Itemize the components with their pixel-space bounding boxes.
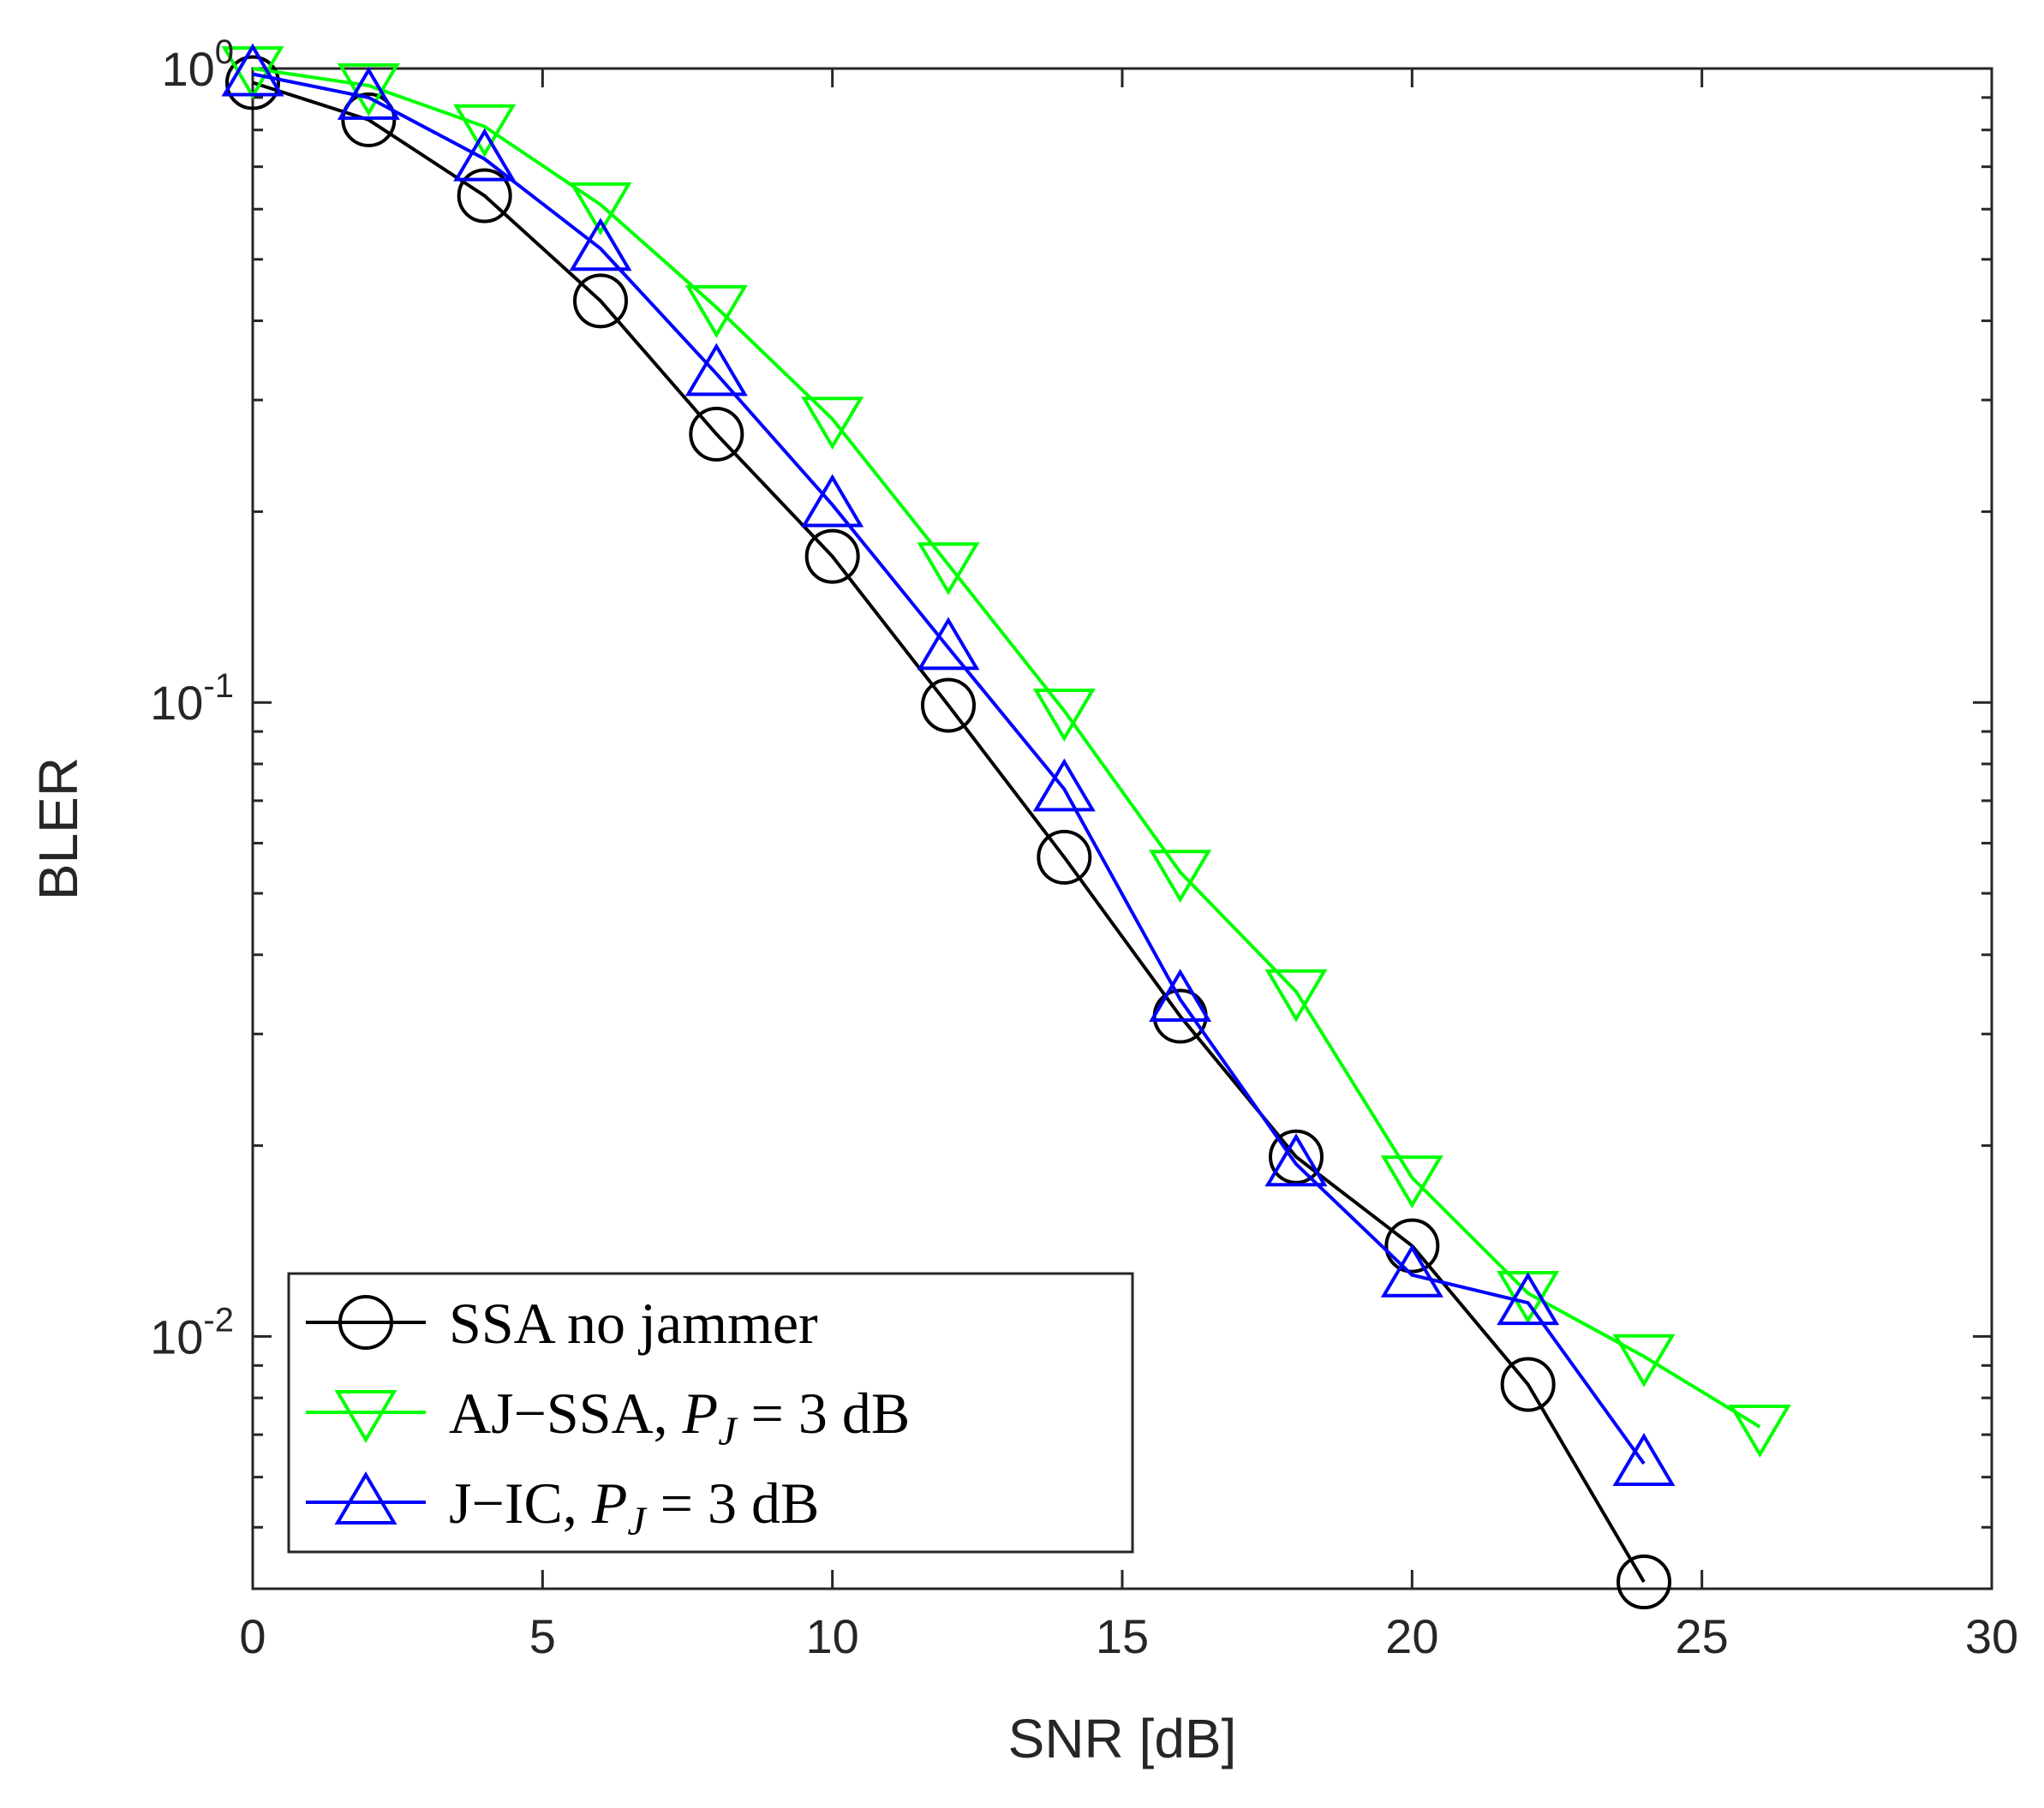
data-point xyxy=(337,63,400,116)
y-tick-label: 10-2 xyxy=(150,1301,234,1363)
series-line xyxy=(252,72,1646,1465)
x-axis-title: SNR [dB] xyxy=(1008,1708,1237,1769)
data-point xyxy=(1384,1218,1440,1274)
data-point xyxy=(1149,850,1212,904)
data-point xyxy=(1500,1357,1556,1412)
data-point xyxy=(1037,829,1092,885)
data-point xyxy=(804,528,860,584)
legend-marker xyxy=(338,1295,393,1350)
y-axis-title: BLER xyxy=(27,757,89,900)
x-tick-label: 15 xyxy=(1096,1609,1149,1663)
data-point xyxy=(569,218,632,271)
data-point xyxy=(684,284,748,338)
data-point xyxy=(1264,1133,1328,1187)
data-point xyxy=(225,55,280,110)
data-point xyxy=(453,128,517,182)
data-point xyxy=(684,343,748,397)
legend-entry: AJ−SSA, PJ = 3 dB xyxy=(306,1381,910,1454)
x-tick-label: 0 xyxy=(239,1609,266,1663)
data-point xyxy=(453,104,517,158)
legend-label: AJ−SSA, PJ = 3 dB xyxy=(449,1381,910,1454)
data-point xyxy=(1612,1334,1676,1387)
legend-label: J−IC, PJ = 3 dB xyxy=(449,1471,819,1544)
y-tick-label: 100 xyxy=(161,33,234,96)
data-point xyxy=(337,66,400,120)
legend-entry: SSA no jammer xyxy=(306,1291,818,1356)
data-point xyxy=(1264,969,1328,1023)
data-point xyxy=(573,273,628,329)
data-point xyxy=(1612,1433,1676,1486)
data-point xyxy=(917,542,980,596)
series-2 xyxy=(221,43,1676,1486)
legend-label: SSA no jammer xyxy=(449,1291,818,1356)
data-point xyxy=(801,474,864,528)
data-point xyxy=(689,406,744,462)
legend-marker xyxy=(334,1390,397,1443)
x-tick-label: 5 xyxy=(529,1609,556,1663)
data-point xyxy=(1032,689,1096,742)
legend-entry: J−IC, PJ = 3 dB xyxy=(306,1471,819,1544)
data-point xyxy=(221,43,284,97)
data-point xyxy=(1149,969,1212,1023)
data-point xyxy=(801,397,864,451)
data-point xyxy=(1497,1272,1560,1326)
x-tick-label: 25 xyxy=(1676,1609,1729,1663)
series-line xyxy=(252,67,1761,1429)
data-point xyxy=(917,617,980,671)
series-1 xyxy=(221,46,1791,1458)
x-tick-label: 30 xyxy=(1965,1609,2018,1663)
data-point xyxy=(1380,1155,1443,1209)
data-point xyxy=(457,168,512,224)
data-point xyxy=(341,92,397,147)
data-point xyxy=(1380,1244,1443,1298)
data-point xyxy=(569,182,632,236)
data-point xyxy=(1269,1129,1324,1184)
x-tick-label: 20 xyxy=(1385,1609,1438,1663)
legend-marker xyxy=(334,1471,397,1525)
data-point xyxy=(921,677,976,733)
legend: SSA no jammer AJ−SSA, PJ = 3 dB J−IC, PJ =… xyxy=(287,1272,1134,1554)
data-point xyxy=(1032,758,1096,812)
y-tick-label: 10-1 xyxy=(150,667,234,730)
data-point xyxy=(1617,1554,1671,1610)
legend-box xyxy=(287,1272,1134,1554)
x-tick-label: 10 xyxy=(806,1609,859,1663)
data-point xyxy=(1728,1405,1791,1458)
